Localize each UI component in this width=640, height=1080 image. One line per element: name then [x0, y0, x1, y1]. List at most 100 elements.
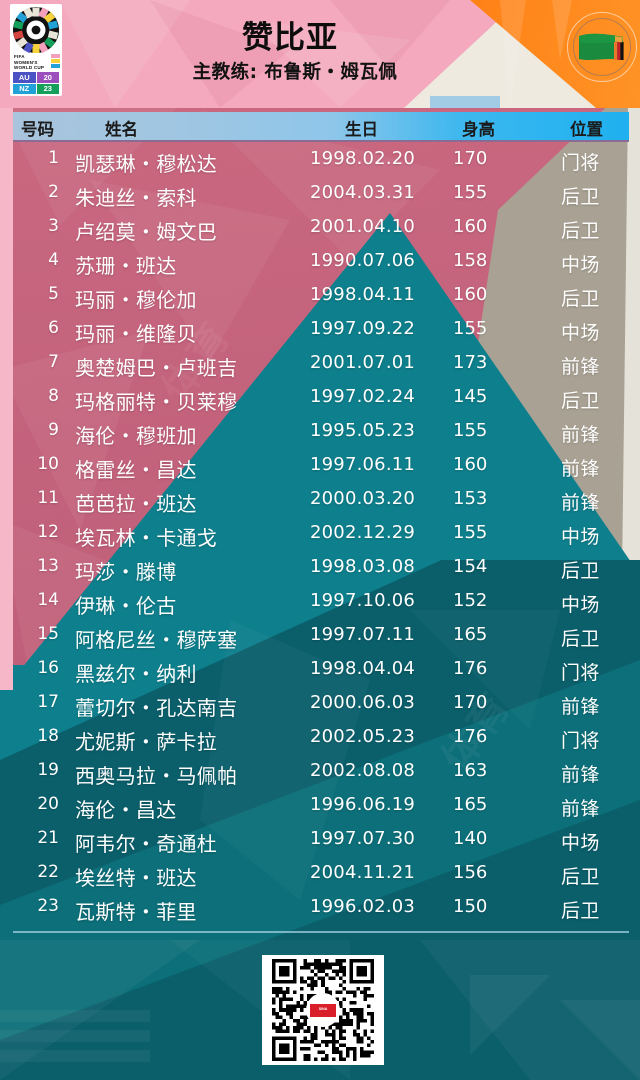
cell-position: 中场 [561, 832, 600, 854]
cell-height: 165 [453, 794, 488, 815]
cell-height: 170 [453, 692, 488, 713]
cell-position: 门将 [561, 662, 600, 684]
table-row: 9 海伦・穆班加 1995.05.23 155 前锋 [13, 417, 629, 451]
cell-birthday: 1997.10.06 [310, 590, 416, 611]
qr-brand-label: SINA [310, 1003, 336, 1017]
cell-height: 155 [453, 522, 488, 543]
cell-height: 153 [453, 488, 488, 509]
cell-birthday: 1995.05.23 [310, 420, 416, 441]
cell-birthday: 2001.07.01 [310, 352, 416, 373]
cell-name: 凯瑟琳・穆松达 [75, 152, 218, 176]
cell-name: 芭芭拉・班达 [75, 492, 197, 516]
cell-position: 后卫 [561, 390, 600, 412]
logo-trophy-icon [51, 54, 60, 68]
cell-birthday: 1998.04.04 [310, 658, 416, 679]
facet [0, 1050, 150, 1062]
logo-wheel-icon [13, 7, 59, 54]
cell-position: 前锋 [561, 492, 600, 514]
cell-name: 海伦・穆班加 [75, 424, 197, 448]
cell-height: 165 [453, 624, 488, 645]
cell-position: 后卫 [561, 560, 600, 582]
cell-height: 152 [453, 590, 488, 611]
cell-height: 160 [453, 454, 488, 475]
column-header-birthday: 生日 [345, 120, 378, 139]
table-row: 6 玛丽・维隆贝 1997.09.22 155 中场 [13, 315, 629, 349]
badge-ring-outer [567, 12, 637, 82]
cell-birthday: 2004.11.21 [310, 862, 416, 883]
table-row: 15 阿格尼丝・穆萨塞 1997.07.11 165 后卫 [13, 621, 629, 655]
page-title: 赞比亚 [242, 20, 338, 56]
cell-number: 16 [37, 658, 59, 678]
cell-name: 蕾切尔・孔达南吉 [75, 696, 238, 720]
cell-position: 前锋 [561, 458, 600, 480]
cell-name: 玛丽・穆伦加 [75, 288, 197, 312]
table-header-row: 号码 姓名 生日 身高 位置 [13, 112, 629, 142]
cell-name: 苏珊・班达 [75, 254, 177, 278]
cell-number: 21 [37, 828, 59, 848]
cell-name: 伊琳・伦古 [75, 594, 177, 618]
cell-birthday: 1997.02.24 [310, 386, 416, 407]
table-row: 7 奥楚姆巴・卢班吉 2001.07.01 173 前锋 [13, 349, 629, 383]
cell-position: 后卫 [561, 186, 600, 208]
cell-number: 7 [48, 352, 59, 372]
cell-birthday: 2001.04.10 [310, 216, 416, 237]
cell-name: 玛莎・滕博 [75, 560, 177, 584]
cell-number: 4 [48, 250, 59, 270]
cell-birthday: 2002.12.29 [310, 522, 416, 543]
cell-number: 14 [37, 590, 59, 610]
cell-name: 海伦・昌达 [75, 798, 177, 822]
team-flag-badge [565, 8, 639, 94]
cell-name: 阿韦尔・奇通杜 [75, 832, 218, 856]
cell-birthday: 1997.07.30 [310, 828, 416, 849]
column-header-number: 号码 [21, 120, 54, 139]
cell-name: 玛丽・维隆贝 [75, 322, 197, 346]
cell-position: 后卫 [561, 220, 600, 242]
cell-number: 6 [48, 318, 59, 338]
table-row: 13 玛莎・滕博 1998.03.08 154 后卫 [13, 553, 629, 587]
cell-number: 18 [37, 726, 59, 746]
cell-height: 158 [453, 250, 488, 271]
cell-position: 后卫 [561, 628, 600, 650]
cell-position: 门将 [561, 730, 600, 752]
cell-height: 163 [453, 760, 488, 781]
cell-name: 奥楚姆巴・卢班吉 [75, 356, 238, 380]
cell-name: 格雷丝・昌达 [75, 458, 197, 482]
cell-birthday: 2000.06.03 [310, 692, 416, 713]
cell-name: 埃丝特・班达 [75, 866, 197, 890]
table-row: 10 格雷丝・昌达 1997.06.11 160 前锋 [13, 451, 629, 485]
cell-position: 前锋 [561, 798, 600, 820]
cell-number: 1 [48, 148, 59, 168]
cell-birthday: 2002.08.08 [310, 760, 416, 781]
cell-birthday: 1997.06.11 [310, 454, 416, 475]
table-row: 14 伊琳・伦古 1997.10.06 152 中场 [13, 587, 629, 621]
fifa-womens-world-cup-logo: FIFA WOMEN'S WORLD CUP AU 20 NZ 23 [10, 4, 62, 96]
cell-birthday: 1996.02.03 [310, 896, 416, 917]
cell-name: 西奥马拉・马佩帕 [75, 764, 238, 788]
cell-number: 13 [37, 556, 59, 576]
column-header-height: 身高 [462, 120, 495, 139]
column-header-position: 位置 [570, 120, 603, 139]
cell-number: 12 [37, 522, 59, 542]
cell-height: 150 [453, 896, 488, 917]
cell-number: 11 [37, 488, 59, 508]
table-row: 3 卢绍莫・姆文巴 2001.04.10 160 后卫 [13, 213, 629, 247]
cell-height: 173 [453, 352, 488, 373]
table-row: 1 凯瑟琳・穆松达 1998.02.20 170 门将 [13, 145, 629, 179]
cell-position: 前锋 [561, 424, 600, 446]
coach-subtitle: 主教练: 布鲁斯・姆瓦佩 [192, 62, 398, 83]
cell-name: 尤妮斯・萨卡拉 [75, 730, 218, 754]
cell-name: 黑兹尔・纳利 [75, 662, 197, 686]
table-row: 18 尤妮斯・萨卡拉 2002.05.23 176 门将 [13, 723, 629, 757]
cell-height: 145 [453, 386, 488, 407]
logo-box-20: 20 [36, 72, 59, 83]
cell-number: 3 [48, 216, 59, 236]
qr-code-image [272, 959, 374, 1061]
facet [0, 1010, 150, 1022]
cell-number: 19 [37, 760, 59, 780]
cell-height: 176 [453, 658, 488, 679]
cell-number: 17 [37, 692, 59, 712]
cell-number: 22 [37, 862, 59, 882]
qr-code[interactable]: SINA [262, 955, 384, 1065]
cell-height: 140 [453, 828, 488, 849]
logo-box-au: AU [13, 72, 36, 83]
